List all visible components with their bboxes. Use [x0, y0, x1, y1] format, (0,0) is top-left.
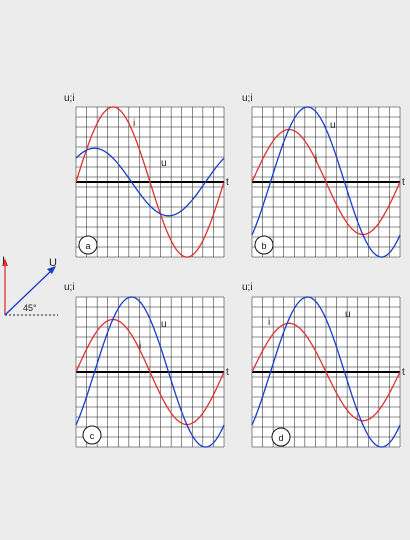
panel-c-badge-label: c [90, 431, 95, 441]
panel-d-plot-area [251, 296, 401, 448]
voltage-waveform [75, 296, 225, 448]
current-waveform [75, 106, 225, 258]
voltage-waveform [75, 147, 225, 217]
panel-c: u;i t u i c [64, 282, 229, 448]
current-waveform [251, 128, 401, 236]
panel-b-plot-area [251, 106, 401, 258]
panel-d-x-axis-label: t [402, 367, 405, 378]
phasor-current-label: I [2, 255, 5, 267]
panel-c-y-axis-label: u;i [64, 282, 75, 293]
panel-a-plot-area [75, 106, 225, 258]
panel-a-badge-label: a [85, 241, 90, 251]
panel-a-x-axis-label: t [226, 177, 229, 188]
panel-d: u;i t u i d [242, 282, 405, 448]
panel-c-current-label: i [139, 341, 141, 352]
phasor-voltage-arrowhead [47, 266, 56, 274]
phasor-current-arrowhead [2, 258, 8, 266]
panel-b-y-axis-label: u;i [242, 93, 253, 104]
panel-a-badge [78, 235, 98, 255]
panel-a-y-axis-label: u;i [64, 93, 75, 104]
panel-d-badge [271, 427, 291, 447]
panel-b-current-label: i [315, 154, 317, 165]
panel-d-badge-label: d [278, 433, 283, 443]
phasor-diagram: I U 45° [2, 255, 58, 316]
panel-b-badge-label: b [261, 241, 266, 251]
panel-b-x-axis-label: t [402, 177, 405, 188]
phasor-angle-label: 45° [23, 303, 37, 313]
panel-c-plot-area [75, 296, 225, 448]
voltage-waveform [251, 106, 401, 258]
phasor-voltage-arrow [4, 269, 53, 316]
panel-c-voltage-label: u [161, 319, 167, 330]
panel-b-voltage-label: u [330, 120, 336, 131]
current-waveform [251, 322, 401, 422]
panel-b-badge [254, 235, 274, 255]
panel-c-badge [82, 425, 102, 445]
panel-c-x-axis-label: t [226, 367, 229, 378]
panel-d-voltage-label: u [345, 309, 351, 320]
panel-a-current-label: i [133, 118, 135, 129]
phasor-voltage-label: U [49, 257, 57, 269]
current-waveform [75, 318, 225, 426]
panel-d-current-label: i [268, 317, 270, 328]
panel-b: u;i t u i b [242, 93, 405, 258]
voltage-waveform [251, 296, 401, 448]
panel-d-y-axis-label: u;i [242, 282, 253, 293]
panel-a: u;i t i u a [64, 93, 229, 258]
panel-a-voltage-label: u [161, 158, 167, 169]
